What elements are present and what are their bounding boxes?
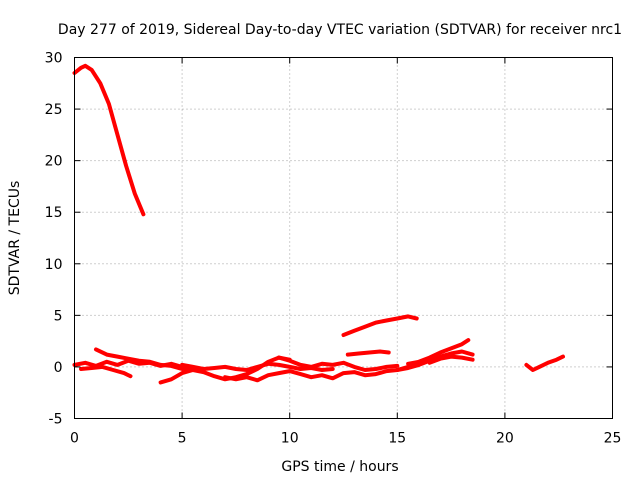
data-series-layer (72, 63, 565, 385)
y-tick-label: 15 (45, 205, 63, 221)
y-tick-label: 30 (45, 51, 63, 67)
data-series-seg-5 (158, 355, 292, 385)
y-tick-label: 5 (54, 308, 63, 324)
x-tick-label: 25 (604, 431, 622, 447)
data-series-seg-8 (276, 355, 400, 372)
y-tick-label: 25 (45, 102, 63, 118)
data-series-seg-3 (94, 347, 206, 372)
y-tick-label: 20 (45, 154, 63, 170)
x-tick-label: 20 (496, 431, 514, 447)
x-tick-label: 10 (281, 431, 299, 447)
data-series-seg-10 (345, 349, 391, 357)
x-tick-label: 5 (178, 431, 187, 447)
y-axis-label: SDTVAR / TECUs (7, 181, 23, 296)
data-series-seg-1 (72, 63, 146, 217)
data-series-seg-13 (427, 354, 475, 365)
grid (74, 57, 613, 419)
plot-frame (74, 57, 613, 419)
data-series-seg-7 (223, 362, 421, 383)
data-series-seg-11 (406, 338, 471, 366)
data-series-seg-14 (524, 354, 565, 372)
x-tick-label: 15 (388, 431, 406, 447)
y-tick-label: 0 (54, 360, 63, 376)
x-axis-label: GPS time / hours (281, 459, 398, 475)
data-series-seg-9 (341, 314, 419, 337)
x-tick-label: 0 (70, 431, 79, 447)
data-series-seg-6 (180, 361, 335, 372)
y-tick-label: 10 (45, 257, 63, 273)
y-tick-label: -5 (49, 412, 63, 428)
axis-ticks: 0 5 10 15 20 25 -5 0 5 10 15 20 25 30 (45, 51, 622, 447)
chart-title: Day 277 of 2019, Sidereal Day-to-day VTE… (58, 22, 622, 38)
data-series-seg-4 (79, 364, 133, 379)
